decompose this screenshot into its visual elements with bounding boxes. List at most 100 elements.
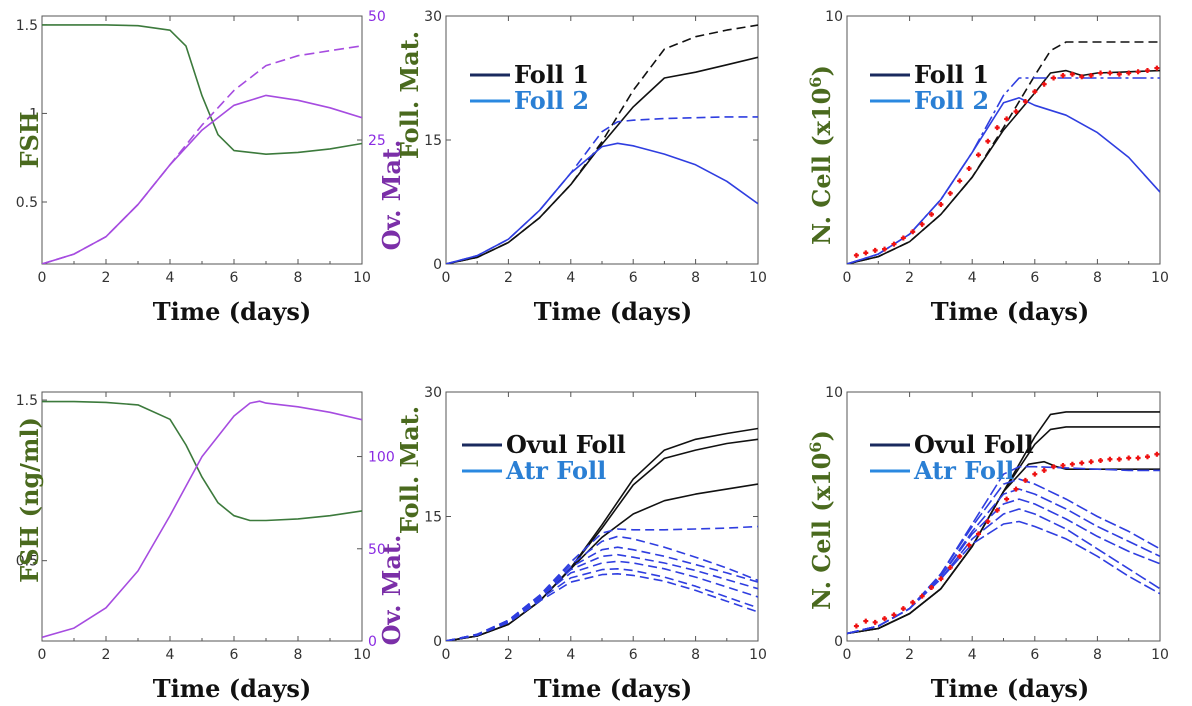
y-tick-label: 0.5 (16, 554, 38, 570)
x-axis-label: Time (days) (931, 297, 1090, 326)
series-line-6 (847, 488, 1160, 635)
scatter-point (853, 252, 859, 258)
x-tick-label: 2 (905, 270, 914, 286)
x-tick-label: 4 (566, 647, 575, 663)
y-tick-label: 0 (834, 634, 843, 650)
series-line-5 (446, 535, 758, 641)
scatter-point (891, 241, 897, 247)
x-tick-label: 6 (629, 647, 638, 663)
scatter-point (1022, 477, 1028, 483)
scatter-point (938, 576, 944, 582)
scatter-point (1069, 461, 1075, 467)
series-line-2 (446, 24, 758, 264)
chart-panel-3: 0 2 4 6 8 10 10 Time (days) N. Cell (x106) Foll 1… (806, 9, 1169, 326)
x-tick-label: 8 (1093, 270, 1102, 286)
y-right-tick-label: 50 (368, 542, 386, 558)
x-tick-label: 2 (102, 647, 111, 663)
scatter-point (1069, 71, 1075, 77)
scatter-point (994, 125, 1000, 131)
plot-frame (445, 15, 759, 265)
scatter-point (985, 138, 991, 144)
legend-label: Foll 2 (514, 86, 589, 115)
series-line-3 (446, 483, 758, 641)
legend-label: Ovul Foll (914, 430, 1034, 459)
legend-label: Atr Foll (913, 456, 1014, 485)
x-tick-label: 4 (566, 270, 575, 286)
y-axis-label: FSH (15, 111, 44, 168)
scatter-point (1060, 462, 1066, 468)
plot-frame (846, 15, 1161, 265)
series-line-4 (847, 77, 1160, 264)
x-axis-label: Time (days) (534, 674, 693, 703)
series-line-4 (446, 116, 758, 264)
scatter-point (1154, 65, 1160, 71)
x-tick-label: 2 (504, 647, 513, 663)
y-axis-label: N. Cell (x106) (806, 430, 836, 610)
x-tick-label: 0 (38, 270, 47, 286)
scatter-point (966, 542, 972, 548)
x-tick-label: 10 (749, 270, 767, 286)
legend-label: Foll 1 (914, 60, 989, 89)
series-line-3 (446, 142, 758, 264)
y-right-tick-label: 50 (368, 9, 386, 25)
x-tick-label: 4 (968, 647, 977, 663)
scatter-point (957, 553, 963, 559)
series-line-1 (42, 24, 362, 155)
x-tick-label: 10 (353, 270, 371, 286)
scatter-point (1079, 460, 1085, 466)
scatter-point (947, 565, 953, 571)
scatter-point (1107, 70, 1113, 76)
y-tick-label: 0.5 (16, 195, 38, 211)
chart-panel-4: 0 2 4 6 8 10 1.5 0.5 100 50 0 Time (days) FSH (ng/ml… (15, 391, 406, 703)
scatter-point (1116, 456, 1122, 462)
scatter-point (1013, 486, 1019, 492)
scatter-point (882, 616, 888, 622)
y-tick-label: 1.5 (16, 18, 38, 34)
scatter-point (1088, 459, 1094, 465)
scatter-point (975, 531, 981, 537)
scatter-point (975, 152, 981, 158)
scatter-point (910, 229, 916, 235)
scatter-point (1098, 457, 1104, 463)
scatter-point (919, 593, 925, 599)
legend-label: Ovul Foll (506, 430, 626, 459)
x-axis-label: Time (days) (153, 674, 312, 703)
scatter-point (1032, 89, 1038, 95)
y-tick-label: 30 (424, 9, 442, 25)
y-tick-label: 1 (29, 106, 38, 122)
y-axis-label: Foll. Mat. (395, 406, 424, 534)
y-tick-label: 1.5 (16, 393, 38, 409)
scatter-point (1013, 108, 1019, 114)
series-line-7 (847, 498, 1160, 635)
x-axis-label: Time (days) (534, 297, 693, 326)
x-axis-label: Time (days) (931, 674, 1090, 703)
series-line-2 (42, 400, 362, 639)
series-line-5 (847, 478, 1160, 635)
y-right-axis-label: Ov. Mat. (377, 140, 406, 251)
scatter-point (872, 619, 878, 625)
x-tick-label: 10 (1151, 647, 1169, 663)
legend-label: Atr Foll (505, 456, 606, 485)
scatter-point (900, 235, 906, 241)
scatter-point (1088, 73, 1094, 79)
scatter-point (1126, 70, 1132, 76)
y-right-tick-label: 100 (368, 450, 395, 466)
scatter-point (1135, 455, 1141, 461)
x-tick-label: 6 (230, 270, 239, 286)
series-line-2 (847, 41, 1160, 264)
chart-panel-6: 0 2 4 6 8 10 10 0 Time (days) N. Cell (x106) Ovul … (806, 385, 1169, 703)
x-tick-label: 2 (102, 270, 111, 286)
scatter-point (900, 606, 906, 612)
x-tick-label: 4 (968, 270, 977, 286)
x-tick-label: 0 (38, 647, 47, 663)
x-tick-label: 10 (749, 647, 767, 663)
scatter-point (938, 201, 944, 207)
x-axis-label: Time (days) (153, 297, 312, 326)
chart-panel-5: 0 2 4 6 8 10 30 15 0 Time (days) Foll. Mat. Ovul Fo… (395, 385, 767, 703)
series-line-2 (42, 94, 362, 264)
scatter-point (985, 518, 991, 524)
scatter-point (957, 178, 963, 184)
scatter-point (891, 612, 897, 618)
x-tick-label: 0 (843, 270, 852, 286)
